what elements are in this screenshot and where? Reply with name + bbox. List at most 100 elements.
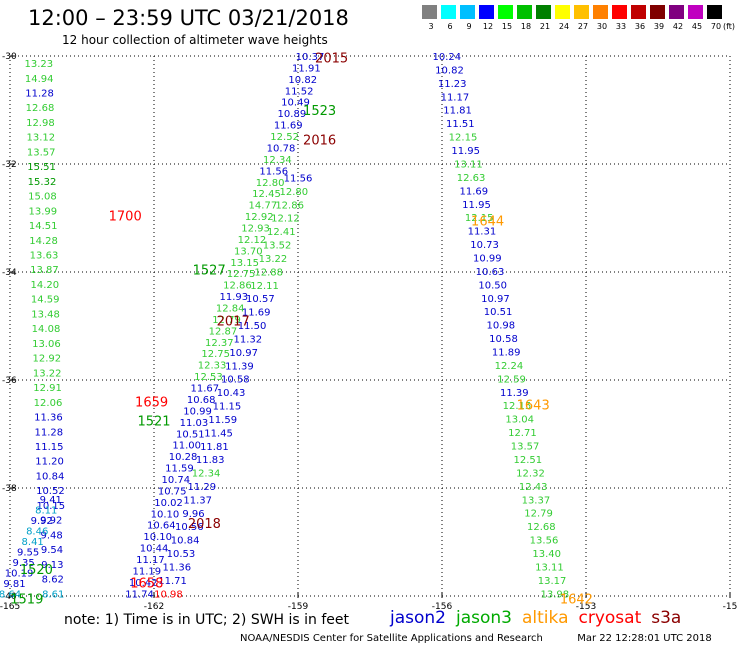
- swh-value: 13.70: [234, 246, 263, 257]
- swh-value: 11.36: [34, 413, 63, 424]
- swh-value: 11.19: [133, 566, 162, 577]
- swh-value: 12.12: [238, 235, 267, 246]
- swh-value: 13.99: [28, 206, 57, 217]
- satellite-altika: altika: [522, 608, 569, 628]
- swh-value: 12.24: [495, 361, 524, 372]
- swh-value: 13.37: [522, 495, 551, 506]
- swh-value: 11.28: [34, 427, 63, 438]
- credit-text: NOAA/NESDIS Center for Satellite Applica…: [240, 633, 543, 644]
- swh-value: 15.08: [28, 192, 57, 203]
- legend-label-12: 12: [482, 22, 494, 31]
- time-label: 1521: [137, 415, 170, 430]
- swh-value: 13.63: [30, 251, 59, 262]
- swh-value: 11.69: [274, 121, 303, 132]
- legend-swatch-45: [688, 5, 703, 19]
- swh-value: 10.10: [151, 509, 180, 520]
- swh-value: 12.34: [263, 155, 292, 166]
- swh-value: 10.56: [175, 522, 204, 533]
- swh-value: 10.82: [288, 75, 317, 86]
- swh-value: 10.84: [36, 471, 65, 482]
- swh-value: 11.74: [125, 589, 154, 600]
- swh-value: 12.75: [201, 349, 230, 360]
- swh-value: 10.24: [432, 52, 461, 63]
- swh-value: 10.37: [296, 52, 325, 63]
- swh-value: 14.59: [31, 295, 60, 306]
- time-label: 1700: [109, 209, 142, 224]
- swh-value: 12.71: [508, 428, 537, 439]
- swh-value: 13.22: [259, 254, 288, 265]
- swh-value: 10.99: [183, 406, 212, 417]
- swh-value: 11.56: [259, 166, 288, 177]
- swh-value: 12.75: [227, 269, 256, 280]
- swh-value: 10.51: [176, 429, 205, 440]
- swh-value: 11.89: [492, 348, 521, 359]
- swh-value: 9.35: [12, 558, 34, 569]
- legend-swatch-9: [460, 5, 475, 19]
- swh-value: 12.43: [519, 482, 548, 493]
- swh-value: 10.58: [221, 375, 250, 386]
- swh-value: 11.23: [438, 79, 467, 90]
- swh-value: 11.20: [35, 457, 64, 468]
- legend-swatch-12: [479, 5, 494, 19]
- swh-value: 13.87: [30, 265, 59, 276]
- satellite-jason2: jason2: [390, 608, 446, 628]
- swh-value: 10.28: [169, 452, 198, 463]
- swh-value: 10.58: [489, 334, 518, 345]
- legend-swatch-42: [669, 5, 684, 19]
- swh-value: 10.84: [171, 536, 200, 547]
- swh-value: 8.62: [42, 575, 64, 586]
- swh-value: 14.08: [32, 324, 61, 335]
- legend-unit: (ft): [722, 22, 736, 31]
- legend-label-9: 9: [466, 22, 472, 31]
- time-label: 1527: [193, 263, 226, 278]
- swh-value: 8.46: [26, 526, 48, 537]
- time-label: 1519: [10, 593, 43, 608]
- legend-label-18: 18: [520, 22, 532, 31]
- swh-value: 13.98: [540, 589, 569, 600]
- time-label: 1520: [20, 563, 53, 578]
- swh-value: 14.28: [29, 236, 58, 247]
- legend-label-15: 15: [501, 22, 513, 31]
- legend-label-27: 27: [577, 22, 589, 31]
- legend-label-45: 45: [691, 22, 703, 31]
- swh-value: 13.12: [26, 133, 55, 144]
- swh-value: 11.39: [225, 361, 254, 372]
- swh-value: 12.86: [275, 200, 304, 211]
- legend-swatch-3: [422, 5, 437, 19]
- swh-value: 12.15: [449, 133, 478, 144]
- swh-value: 10.74: [162, 475, 191, 486]
- swh-value: 10.73: [470, 240, 499, 251]
- swh-value: 13.23: [24, 59, 53, 70]
- time-label: 2016: [303, 134, 336, 149]
- swh-value: 14.20: [30, 280, 59, 291]
- swh-value: 12.86: [223, 281, 252, 292]
- swh-value: 10.97: [229, 348, 258, 359]
- swh-value: 10.68: [187, 395, 216, 406]
- swh-value: 12.59: [497, 374, 526, 385]
- swh-value: 13.22: [33, 368, 62, 379]
- swh-value: 10.49: [281, 98, 310, 109]
- swh-value: 12.63: [457, 173, 486, 184]
- swh-value: 11.39: [500, 388, 529, 399]
- swh-value: 8.41: [22, 537, 44, 548]
- swh-value: 11.93: [220, 292, 249, 303]
- swh-value: 13.52: [263, 241, 292, 252]
- swh-value: 12.45: [252, 189, 281, 200]
- swh-value: 12.11: [250, 281, 279, 292]
- footer-note: note: 1) Time is in UTC; 2) SWH is in fe…: [64, 612, 350, 628]
- swh-value: 10.51: [484, 307, 513, 318]
- swh-value: 11.56: [284, 174, 313, 185]
- swh-value: 12.80: [256, 178, 285, 189]
- swh-value: 12.92: [245, 212, 274, 223]
- satellite-s3a: s3a: [651, 608, 682, 628]
- swh-value: 10.50: [478, 280, 507, 291]
- swh-value: 13.11: [454, 159, 483, 170]
- swh-value: 10.63: [476, 267, 505, 278]
- swh-value: 10.75: [158, 486, 187, 497]
- x-tick-label: -165: [0, 602, 20, 612]
- swh-value: 15.51: [27, 162, 56, 173]
- swh-value: 9.41: [40, 495, 62, 506]
- swh-value: 11.59: [165, 464, 194, 475]
- swh-value: 13.06: [32, 339, 61, 350]
- swh-value: 12.06: [34, 398, 63, 409]
